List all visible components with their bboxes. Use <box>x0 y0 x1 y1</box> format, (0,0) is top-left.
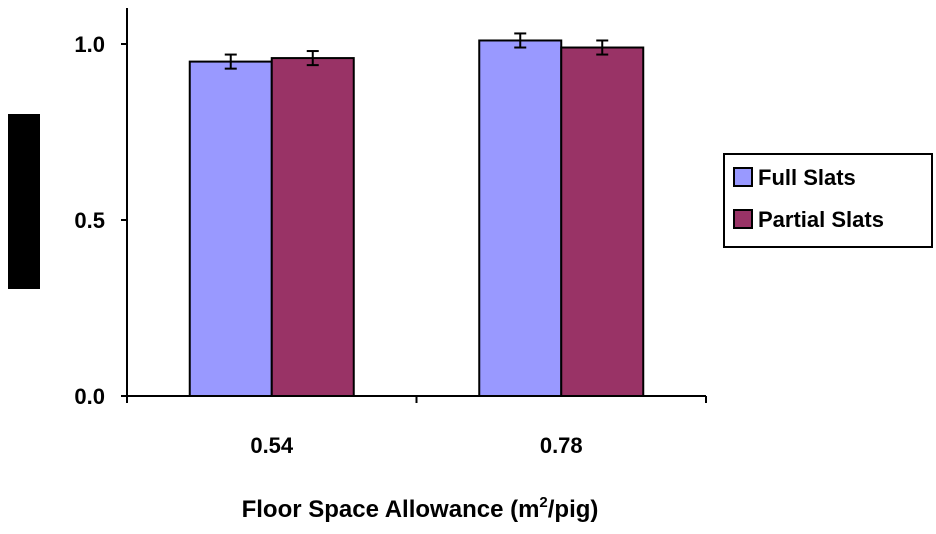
bar <box>478 39 563 397</box>
y-tick-label: 0.0 <box>74 384 105 409</box>
x-tick-label: 0.78 <box>540 433 583 458</box>
bar <box>188 60 273 397</box>
error-bars-layer <box>224 32 609 70</box>
legend: Full Slats Partial Slats <box>723 153 933 248</box>
y-tick-label: 1.0 <box>74 32 105 57</box>
legend-swatch <box>733 167 753 187</box>
x-tick-label: 0.54 <box>250 433 294 458</box>
legend-swatch <box>733 209 753 229</box>
redacted-y-axis-label <box>8 114 40 289</box>
y-tick-label: 0.5 <box>74 208 105 233</box>
x-axis-title: Floor Space Allowance (m2/pig) <box>242 494 599 523</box>
legend-label: Full Slats <box>758 165 856 190</box>
legend-box <box>723 153 933 248</box>
axes-layer: 0.0 0.5 1.0 0.54 0.78 <box>74 8 707 458</box>
bar <box>270 57 355 398</box>
bar <box>560 46 645 398</box>
bars-layer <box>188 39 645 398</box>
legend-label: Partial Slats <box>758 207 884 232</box>
